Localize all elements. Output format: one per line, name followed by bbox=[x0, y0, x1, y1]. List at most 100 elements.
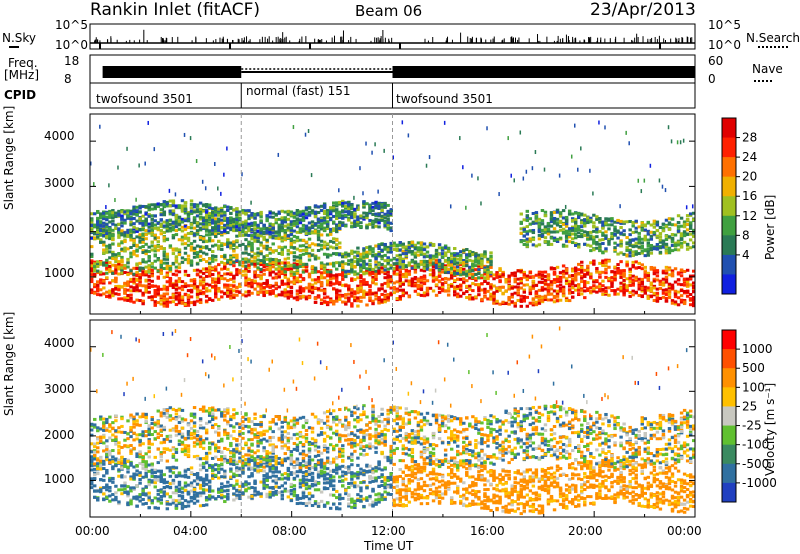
cpid-label: CPID bbox=[4, 88, 37, 102]
power-cell bbox=[601, 233, 605, 237]
power-cell bbox=[277, 267, 281, 271]
power-cell bbox=[250, 291, 254, 295]
power-cell bbox=[111, 289, 115, 293]
power-cell bbox=[177, 206, 182, 210]
power-cell bbox=[368, 247, 372, 251]
power-cell bbox=[552, 216, 557, 220]
power-cell bbox=[259, 267, 263, 271]
power-cell bbox=[180, 260, 185, 264]
power-cell bbox=[162, 220, 167, 224]
power-cell bbox=[307, 289, 312, 293]
power-cell bbox=[283, 290, 288, 294]
power-cell bbox=[129, 215, 133, 219]
power-cell bbox=[123, 264, 127, 268]
power-cell bbox=[316, 230, 321, 234]
power-cell bbox=[449, 282, 454, 286]
power-cell bbox=[344, 272, 348, 276]
power-cell bbox=[99, 293, 103, 297]
power-cell bbox=[180, 284, 185, 288]
power-cell bbox=[93, 268, 97, 272]
power-cell bbox=[111, 263, 115, 267]
power-cell bbox=[546, 227, 551, 231]
power-cell bbox=[625, 277, 629, 281]
power-cell bbox=[419, 250, 424, 254]
power-cell bbox=[380, 254, 384, 258]
power-cell bbox=[468, 295, 472, 299]
power-cell bbox=[114, 266, 118, 270]
power-cell bbox=[407, 263, 412, 267]
power-cell bbox=[510, 173, 512, 178]
power-cell bbox=[619, 286, 623, 290]
power-cell bbox=[570, 227, 575, 231]
power-cell bbox=[437, 264, 442, 268]
power-cell bbox=[335, 238, 339, 242]
power-cell bbox=[286, 296, 291, 300]
power-cell bbox=[204, 186, 207, 191]
power-cell bbox=[483, 253, 487, 257]
power-cell bbox=[471, 282, 475, 286]
power-cell bbox=[483, 295, 487, 299]
power-cell bbox=[177, 251, 182, 255]
power-cell bbox=[543, 270, 548, 274]
power-cell bbox=[105, 266, 109, 270]
power-cell bbox=[283, 270, 288, 274]
power-cell bbox=[474, 277, 478, 281]
power-cell bbox=[307, 296, 312, 300]
power-cell bbox=[262, 263, 266, 267]
power-cell bbox=[165, 252, 170, 256]
power-cell bbox=[159, 294, 163, 298]
power-cell bbox=[449, 266, 454, 270]
power-cell bbox=[558, 286, 563, 290]
power-cell bbox=[201, 223, 206, 227]
power-cell bbox=[359, 263, 363, 267]
power-cell bbox=[416, 283, 421, 287]
power-cell bbox=[268, 268, 272, 272]
power-cell bbox=[577, 272, 581, 276]
power-cell bbox=[301, 244, 306, 248]
power-cell bbox=[280, 216, 284, 220]
power-cell bbox=[422, 259, 427, 263]
power-cell bbox=[595, 267, 599, 271]
power-cell bbox=[201, 245, 206, 249]
power-cell bbox=[289, 239, 294, 243]
power-cell bbox=[192, 279, 197, 283]
power-cell bbox=[117, 231, 121, 235]
power-cell bbox=[220, 191, 222, 196]
power-cell bbox=[235, 239, 239, 243]
freq-band-2 bbox=[392, 66, 695, 78]
power-cell bbox=[250, 221, 254, 225]
power-cell bbox=[380, 208, 384, 212]
power-cell bbox=[220, 255, 224, 259]
power-cell bbox=[207, 211, 212, 215]
power-cell bbox=[274, 221, 278, 225]
power-cell bbox=[474, 295, 478, 299]
power-cell bbox=[286, 278, 291, 282]
power-cell bbox=[570, 269, 575, 273]
power-cell bbox=[434, 275, 439, 279]
power-cell bbox=[519, 298, 523, 302]
power-cell bbox=[443, 120, 446, 125]
power-cell bbox=[319, 209, 324, 213]
power-cell bbox=[253, 262, 257, 266]
power-cell bbox=[586, 221, 590, 225]
power-cell bbox=[238, 213, 242, 217]
power-cell bbox=[183, 242, 188, 246]
power-cell bbox=[486, 257, 490, 261]
power-cell bbox=[404, 279, 409, 283]
power-cell bbox=[389, 244, 393, 248]
power-cell bbox=[241, 225, 245, 229]
power-cell bbox=[102, 232, 106, 236]
power-cell bbox=[413, 255, 418, 259]
power-cell bbox=[353, 222, 357, 226]
power-cell bbox=[283, 262, 288, 266]
power-cell bbox=[96, 210, 100, 214]
power-cell bbox=[604, 268, 608, 272]
power-cell bbox=[195, 251, 200, 255]
power-cell bbox=[546, 240, 551, 244]
power-cell bbox=[159, 287, 163, 291]
power-cell bbox=[555, 294, 560, 298]
power-cell bbox=[386, 221, 390, 225]
power-cell bbox=[453, 267, 457, 271]
power-cell bbox=[347, 218, 351, 222]
power-cell bbox=[174, 303, 179, 307]
